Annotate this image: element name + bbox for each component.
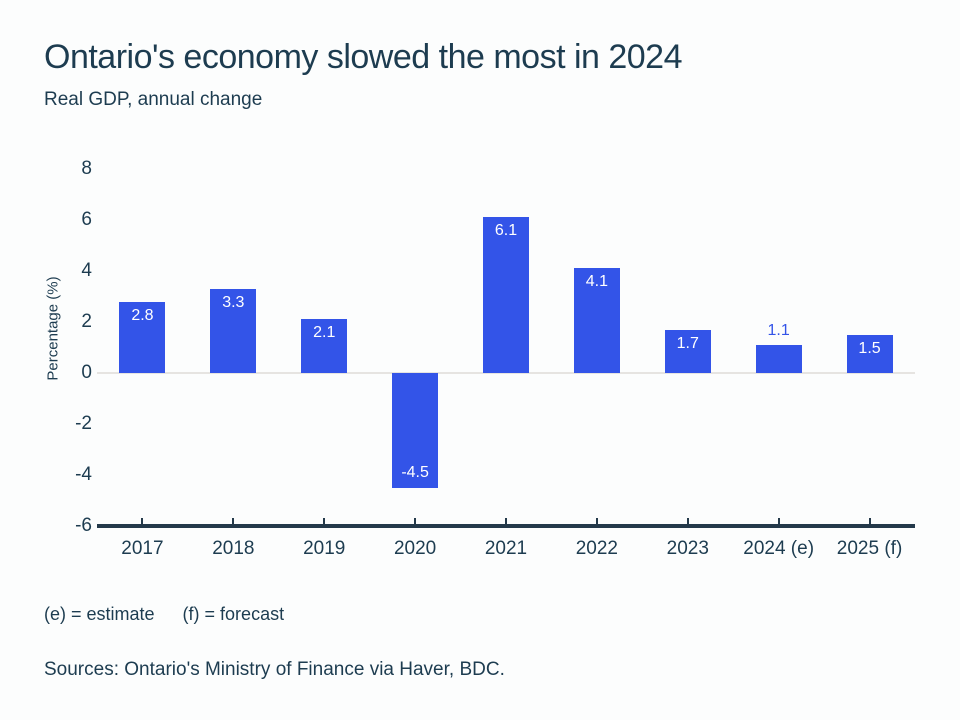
bar-value-label: 6.1 (494, 222, 518, 240)
x-axis-tick (595, 518, 598, 524)
forecast-note: (f) = forecast (182, 604, 285, 624)
y-tick-label: 6 (81, 209, 92, 230)
y-tick-label: -4 (75, 464, 92, 485)
x-axis-tick (414, 518, 417, 524)
x-tick-label-2021: 2021 (484, 538, 528, 559)
chart-title: Ontario's economy slowed the most in 202… (44, 38, 683, 76)
x-axis-tick (323, 518, 326, 524)
x-axis-tick (777, 518, 780, 524)
x-axis-line (97, 524, 915, 528)
bar-2022 (573, 268, 620, 373)
estimate-note: (e) = estimate (44, 604, 155, 624)
y-tick-label: 8 (81, 158, 92, 179)
x-tick-label-2017: 2017 (121, 538, 164, 559)
bar-value-label: 1.1 (767, 321, 790, 339)
x-axis-tick (868, 518, 871, 524)
bar-value-label: 1.7 (676, 334, 699, 352)
chart-subtitle: Real GDP, annual change (44, 89, 263, 110)
bar-2017 (119, 301, 166, 373)
x-tick-label-2019: 2019 (303, 538, 346, 559)
bar-value-label: 2.8 (131, 306, 154, 324)
x-tick-label-2023: 2023 (666, 538, 709, 559)
x-axis-tick (232, 518, 235, 524)
source-attribution: Sources: Ontario's Ministry of Finance v… (44, 659, 505, 680)
x-axis-tick (686, 518, 689, 524)
bar-value-label: 1.5 (858, 339, 881, 357)
bar-2025f (846, 334, 893, 373)
bar-value-label: 4.1 (585, 273, 608, 291)
x-tick-label-2020: 2020 (393, 538, 437, 559)
y-tick-label: 4 (81, 260, 92, 281)
bar-2018 (210, 288, 257, 373)
zero-gridline (97, 372, 915, 374)
bar-2020 (392, 373, 439, 488)
x-axis-tick (505, 518, 507, 524)
bar-value-label: 2.1 (313, 324, 336, 342)
x-tick-label-2018: 2018 (212, 538, 255, 559)
bar-2021 (483, 217, 529, 373)
y-tick-label: -6 (75, 515, 92, 536)
y-tick-label: 2 (81, 311, 92, 332)
bar-2019 (301, 319, 348, 373)
x-tick-label-2022: 2022 (575, 538, 619, 559)
footnotes: (e) = estimate (f) = forecast (44, 604, 284, 625)
bar-2024e (755, 344, 802, 373)
x-axis-tick (141, 518, 144, 524)
y-tick-label: -2 (75, 413, 92, 434)
bar-2023 (664, 329, 711, 373)
x-tick-label-2025f: 2025 (f) (836, 538, 903, 559)
x-tick-label-2024e: 2024 (e) (743, 538, 815, 559)
bar-value-label: 3.3 (222, 293, 245, 311)
y-tick-label: 0 (81, 362, 92, 383)
bar-value-label: -4.5 (401, 463, 429, 481)
